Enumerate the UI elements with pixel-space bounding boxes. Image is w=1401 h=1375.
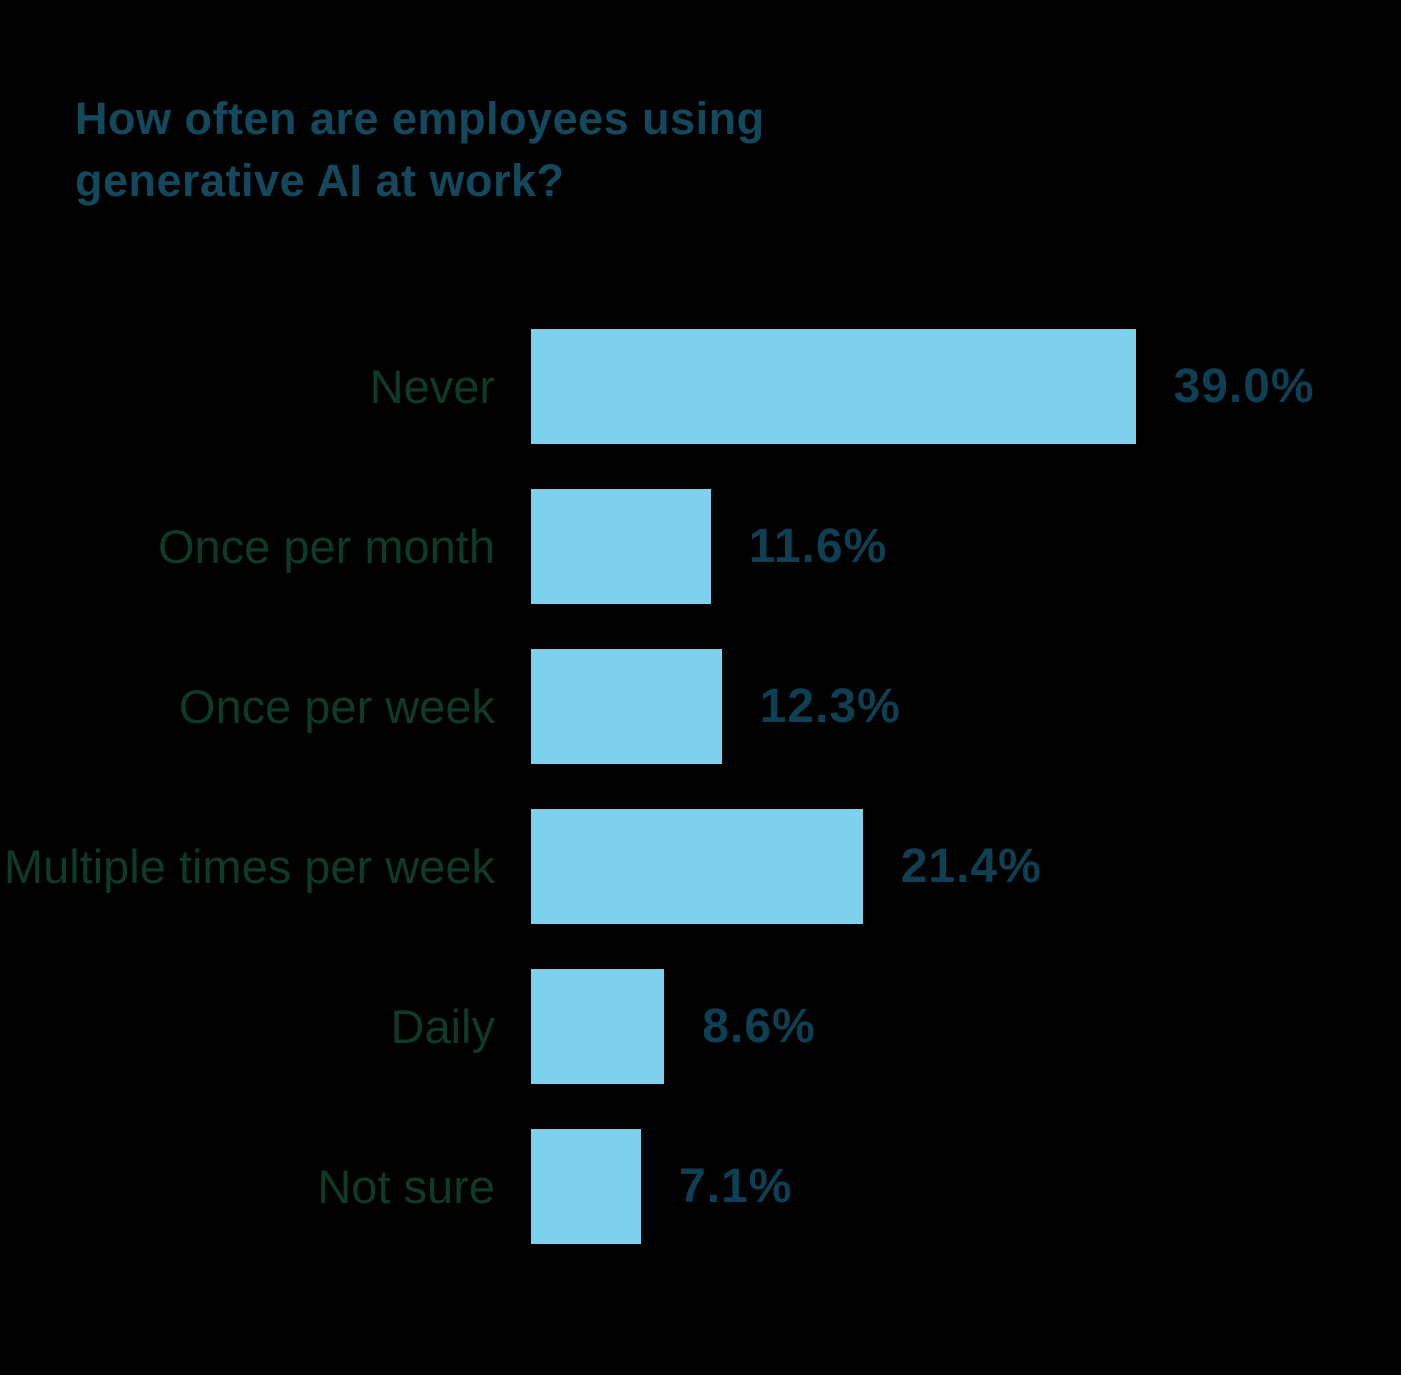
value-label: 39.0% (1173, 360, 1315, 413)
bar-row: Once per month 11.6% (0, 489, 1401, 604)
bar (531, 1129, 642, 1244)
bar (531, 329, 1136, 444)
category-label: Once per month (157, 519, 495, 573)
value-label: 8.6% (702, 1000, 816, 1053)
category-label: Not sure (317, 1159, 495, 1213)
bar-rows: Never 39.0% Once per month 11.6% Once per we… (0, 329, 1401, 1289)
bar-row: Never 39.0% (0, 329, 1401, 444)
bar (531, 969, 665, 1084)
value-label: 12.3% (759, 680, 901, 733)
chart-title: How often are employees using generative… (75, 93, 765, 206)
category-label: Never (369, 359, 495, 413)
category-label: Daily (390, 999, 495, 1053)
value-label: 11.6% (748, 520, 888, 573)
bar-row: Once per week 12.3% (0, 649, 1401, 764)
category-label: Once per week (178, 679, 495, 733)
bar (531, 649, 722, 764)
bar (531, 809, 863, 924)
value-label: 21.4% (900, 840, 1042, 893)
value-label: 7.1% (679, 1160, 793, 1213)
bar-row: Not sure 7.1% (0, 1129, 1401, 1244)
bar-row: Multiple times per week 21.4% (0, 809, 1401, 924)
category-label: Multiple times per week (3, 839, 495, 893)
bar (531, 489, 711, 604)
bar-row: Daily 8.6% (0, 969, 1401, 1084)
